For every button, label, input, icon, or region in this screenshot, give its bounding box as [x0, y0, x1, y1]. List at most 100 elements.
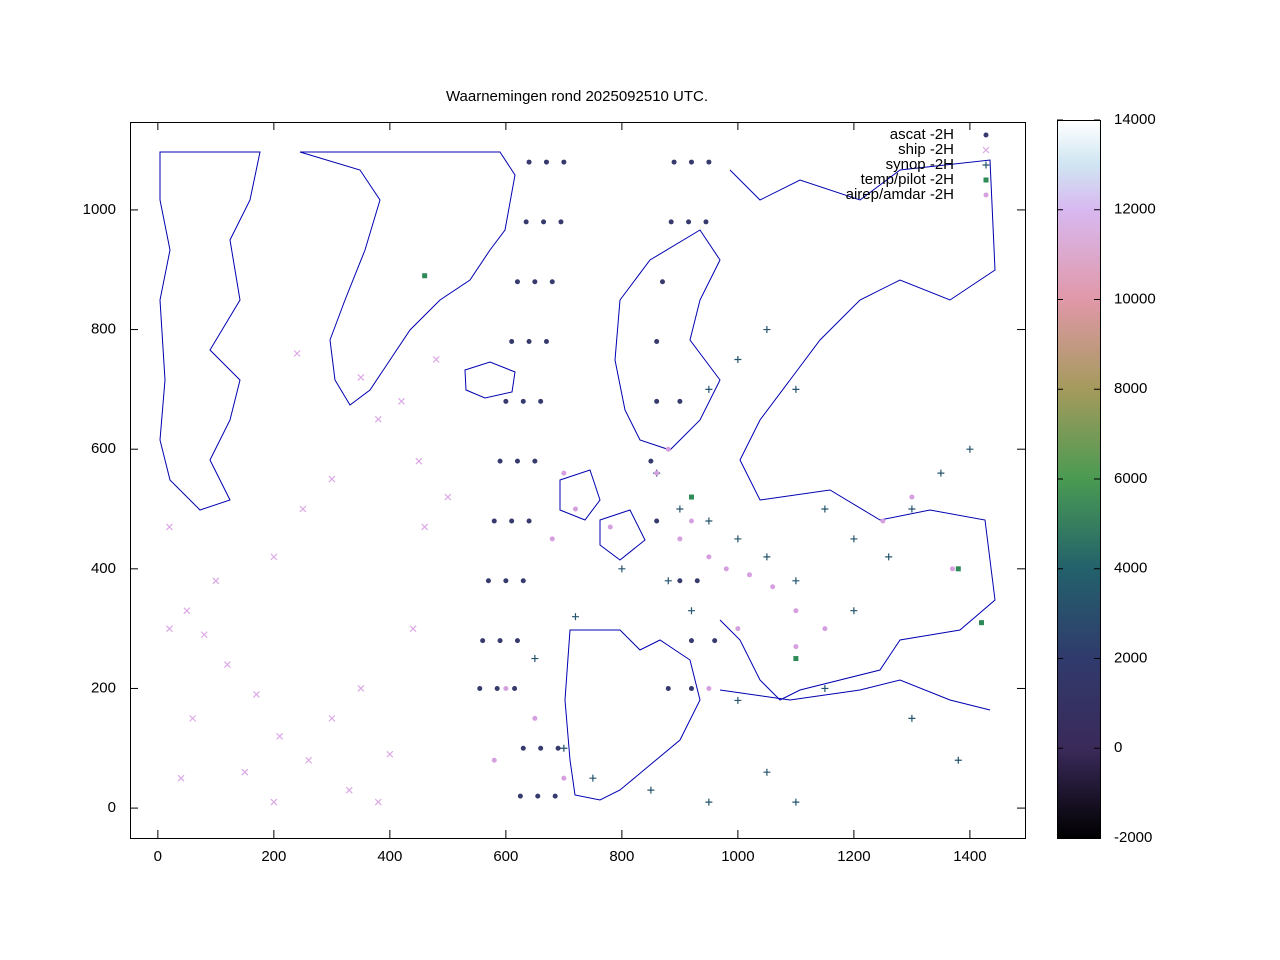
point [654, 339, 660, 345]
point [200, 631, 208, 639]
point [523, 219, 529, 225]
point [850, 535, 858, 543]
point [421, 523, 429, 531]
point [520, 745, 526, 751]
point [668, 219, 674, 225]
point [978, 620, 984, 626]
colorbar-tick-label: 0 [1114, 739, 1122, 756]
point [671, 159, 677, 165]
point [706, 685, 712, 691]
point [532, 715, 538, 721]
point [954, 756, 962, 764]
coastline [159, 151, 261, 511]
point [541, 219, 547, 225]
x-tick-label: 800 [609, 848, 634, 865]
point [793, 656, 799, 662]
point [793, 644, 799, 650]
coastline [719, 679, 991, 711]
point [677, 578, 683, 584]
coastline [564, 629, 701, 801]
legend-marker [983, 177, 989, 183]
point [270, 798, 278, 806]
point [821, 684, 829, 692]
point [549, 536, 555, 542]
point [526, 518, 532, 524]
point [885, 553, 893, 561]
point [686, 219, 692, 225]
point [688, 494, 694, 500]
point [328, 475, 336, 483]
y-tick-label: 200 [91, 679, 116, 696]
point [793, 608, 799, 614]
point [561, 159, 567, 165]
point [677, 536, 683, 542]
point [497, 638, 503, 644]
y-tick-label: 1000 [83, 201, 116, 218]
point [763, 326, 771, 334]
x-tick-label: 0 [154, 848, 162, 865]
colorbar-tick-label: 14000 [1114, 111, 1156, 128]
x-tick-label: 1000 [721, 848, 754, 865]
point [526, 159, 532, 165]
legend-marker [982, 146, 990, 154]
point [561, 470, 567, 476]
point [659, 279, 665, 285]
point [532, 458, 538, 464]
point [676, 505, 684, 513]
point [276, 732, 284, 740]
point [345, 786, 353, 794]
point [770, 584, 776, 590]
colorbar-tick-label: 8000 [1114, 380, 1147, 397]
point [688, 685, 694, 691]
point [183, 607, 191, 615]
point [648, 458, 654, 464]
point [763, 553, 771, 561]
point [677, 398, 683, 404]
coastlines [159, 151, 996, 801]
point [821, 505, 829, 513]
point [270, 553, 278, 561]
point [723, 566, 729, 572]
coastline [464, 361, 516, 399]
point [734, 696, 742, 704]
legend-label: synop -2H [886, 156, 954, 173]
point [703, 219, 709, 225]
x-tick-label: 200 [261, 848, 286, 865]
point [497, 458, 503, 464]
point [509, 339, 515, 345]
coastline [614, 229, 721, 451]
point [734, 355, 742, 363]
point [531, 655, 539, 663]
point [955, 566, 961, 572]
point [688, 159, 694, 165]
point [705, 385, 713, 393]
point [735, 626, 741, 632]
point [538, 745, 544, 751]
point [589, 774, 597, 782]
point [509, 518, 515, 524]
point [647, 786, 655, 794]
point [409, 625, 417, 633]
legend-label: ascat -2H [890, 126, 954, 143]
y-tick-label: 800 [91, 321, 116, 338]
point [241, 768, 249, 776]
y-tick-label: 400 [91, 560, 116, 577]
point [503, 398, 509, 404]
colorbar-tick-label: 12000 [1114, 201, 1156, 218]
legend-marker [983, 192, 989, 198]
point [514, 638, 520, 644]
plot-frame [130, 122, 1026, 839]
point [177, 774, 185, 782]
point [477, 685, 483, 691]
point [561, 775, 567, 781]
colorbar-tick-label: 2000 [1114, 649, 1147, 666]
point [558, 219, 564, 225]
legend-label: airep/amdar -2H [846, 186, 954, 203]
point [305, 756, 313, 764]
coastline [719, 159, 996, 701]
point [746, 572, 752, 578]
point [966, 445, 974, 453]
point [694, 578, 700, 584]
x-tick-label: 1400 [953, 848, 986, 865]
point [520, 398, 526, 404]
